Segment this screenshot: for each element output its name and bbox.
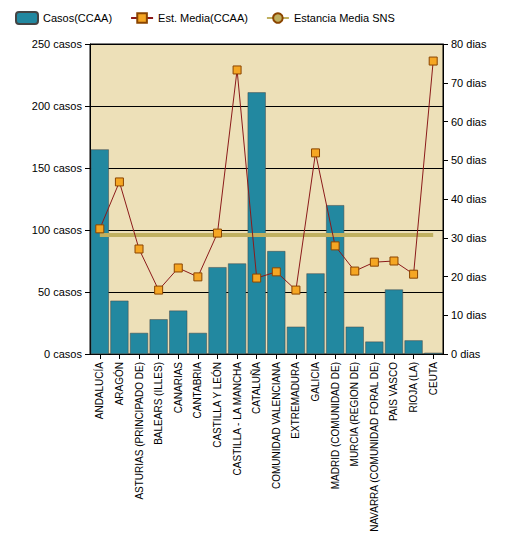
- svg-text:50 casos: 50 casos: [38, 286, 83, 298]
- svg-text:COMUNIDAD VALENCIANA: COMUNIDAD VALENCIANA: [271, 362, 282, 489]
- svg-text:40 dias: 40 dias: [451, 193, 487, 205]
- svg-text:PAIS VASCO: PAIS VASCO: [388, 362, 399, 421]
- svg-text:Estancia Media SNS: Estancia Media SNS: [294, 12, 395, 24]
- svg-text:NAVARRA (COMUNIDAD FORAL DE): NAVARRA (COMUNIDAD FORAL DE): [369, 362, 380, 532]
- svg-text:60 dias: 60 dias: [451, 116, 487, 128]
- svg-text:0 dias: 0 dias: [451, 348, 481, 360]
- svg-text:150 casos: 150 casos: [32, 162, 83, 174]
- svg-text:ASTURIAS (PRINCIPADO DE): ASTURIAS (PRINCIPADO DE): [134, 362, 145, 500]
- svg-text:10 dias: 10 dias: [451, 309, 487, 321]
- svg-text:50 dias: 50 dias: [451, 154, 487, 166]
- svg-text:0 casos: 0 casos: [44, 348, 82, 360]
- svg-text:80 dias: 80 dias: [451, 38, 487, 50]
- svg-text:Casos(CCAA): Casos(CCAA): [43, 12, 112, 24]
- svg-text:200 casos: 200 casos: [32, 100, 83, 112]
- svg-text:250 casos: 250 casos: [32, 38, 83, 50]
- svg-text:70 dias: 70 dias: [451, 77, 487, 89]
- svg-text:CANTABRIA: CANTABRIA: [192, 362, 203, 419]
- svg-text:100 casos: 100 casos: [32, 224, 83, 236]
- svg-text:EXTREMADURA: EXTREMADURA: [290, 362, 301, 439]
- svg-text:20 dias: 20 dias: [451, 271, 487, 283]
- svg-text:ARAGÓN: ARAGÓN: [113, 362, 125, 405]
- svg-text:30 dias: 30 dias: [451, 232, 487, 244]
- svg-text:RIOJA (LA): RIOJA (LA): [408, 362, 419, 413]
- svg-text:CATALUÑA: CATALUÑA: [250, 362, 262, 414]
- svg-text:GALICIA: GALICIA: [310, 362, 321, 402]
- svg-text:Est. Media(CCAA): Est. Media(CCAA): [158, 12, 248, 24]
- svg-text:CANARIAS: CANARIAS: [173, 362, 184, 413]
- svg-text:CASTILLA - LA MANCHA: CASTILLA - LA MANCHA: [232, 362, 243, 476]
- svg-text:CASTILLA Y LEÓN: CASTILLA Y LEÓN: [211, 362, 223, 448]
- svg-text:CEUTA: CEUTA: [428, 362, 439, 395]
- svg-text:MURCIA (REGION DE): MURCIA (REGION DE): [349, 362, 360, 466]
- svg-text:ANDALUCÍA: ANDALUCÍA: [93, 362, 105, 420]
- svg-text:MADRID (COMUNIDAD DE): MADRID (COMUNIDAD DE): [330, 362, 341, 489]
- svg-text:BALEARS (ILLES): BALEARS (ILLES): [153, 362, 164, 445]
